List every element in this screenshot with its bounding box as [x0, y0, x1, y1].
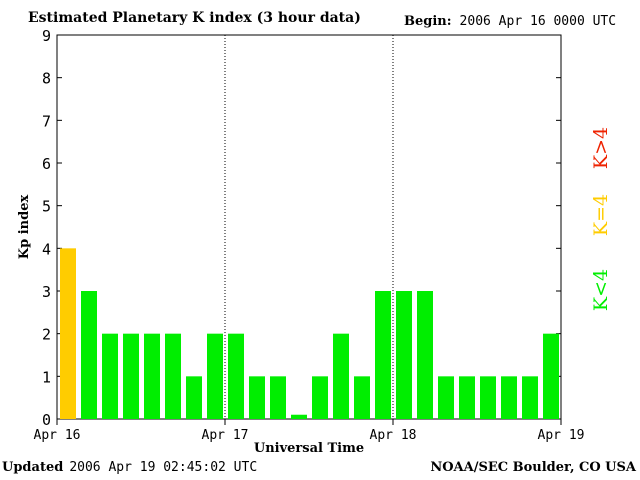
kp-bar — [543, 333, 559, 419]
kp-bar — [270, 376, 286, 419]
kp-bar — [228, 333, 244, 419]
kp-bar — [333, 333, 349, 419]
updated-info: Updated 2006 Apr 19 02:45:02 UTC — [2, 460, 257, 475]
kp-bar — [459, 376, 475, 419]
legend-item: K=4 — [590, 194, 612, 236]
x-axis-title: Universal Time — [254, 441, 364, 456]
y-tick-label: 8 — [42, 70, 51, 88]
y-tick-label: 7 — [42, 112, 51, 130]
y-tick-label: 1 — [42, 368, 51, 386]
y-tick-label: 0 — [42, 411, 51, 429]
kp-bar — [291, 414, 307, 419]
x-tick-label: Apr 18 — [370, 428, 417, 443]
y-axis-title: Kp index — [17, 195, 32, 260]
y-tick-label: 5 — [42, 198, 51, 216]
y-tick-label: 9 — [42, 27, 51, 45]
y-tick-label: 2 — [42, 326, 51, 344]
begin-label: Begin: — [404, 14, 452, 29]
kp-bar — [501, 376, 517, 419]
kp-bar — [144, 333, 160, 419]
legend-item: K<4 — [590, 269, 612, 311]
x-tick-label: Apr 19 — [538, 428, 585, 443]
kp-bar — [417, 291, 433, 419]
y-tick-label: 6 — [42, 155, 51, 173]
kp-bar — [354, 376, 370, 419]
source-credit: NOAA/SEC Boulder, CO USA — [430, 460, 636, 475]
y-tick-label: 3 — [42, 283, 51, 301]
chart-title: Estimated Planetary K index (3 hour data… — [28, 10, 361, 26]
y-tick-label: 4 — [42, 240, 51, 258]
kp-bar — [312, 376, 328, 419]
kp-bar — [249, 376, 265, 419]
kp-bar — [123, 333, 139, 419]
begin-value: 2006 Apr 16 0000 UTC — [459, 14, 617, 29]
kp-bar — [396, 291, 412, 419]
x-tick-label: Apr 17 — [202, 428, 249, 443]
updated-label: Updated — [2, 460, 64, 475]
kp-bar — [60, 248, 76, 419]
kp-bar — [186, 376, 202, 419]
plot-frame — [56, 34, 562, 420]
kp-bar — [207, 333, 223, 419]
kp-bar — [102, 333, 118, 419]
kp-bar — [438, 376, 454, 419]
x-tick-label: Apr 16 — [34, 428, 81, 443]
kp-bar — [522, 376, 538, 419]
kp-bar — [480, 376, 496, 419]
begin-info: Begin: 2006 Apr 16 0000 UTC — [404, 14, 616, 29]
kp-bar — [375, 291, 391, 419]
updated-value: 2006 Apr 19 02:45:02 UTC — [69, 460, 258, 475]
kp-bar — [81, 291, 97, 419]
legend-item: K>4 — [590, 127, 612, 169]
kp-bar — [165, 333, 181, 419]
